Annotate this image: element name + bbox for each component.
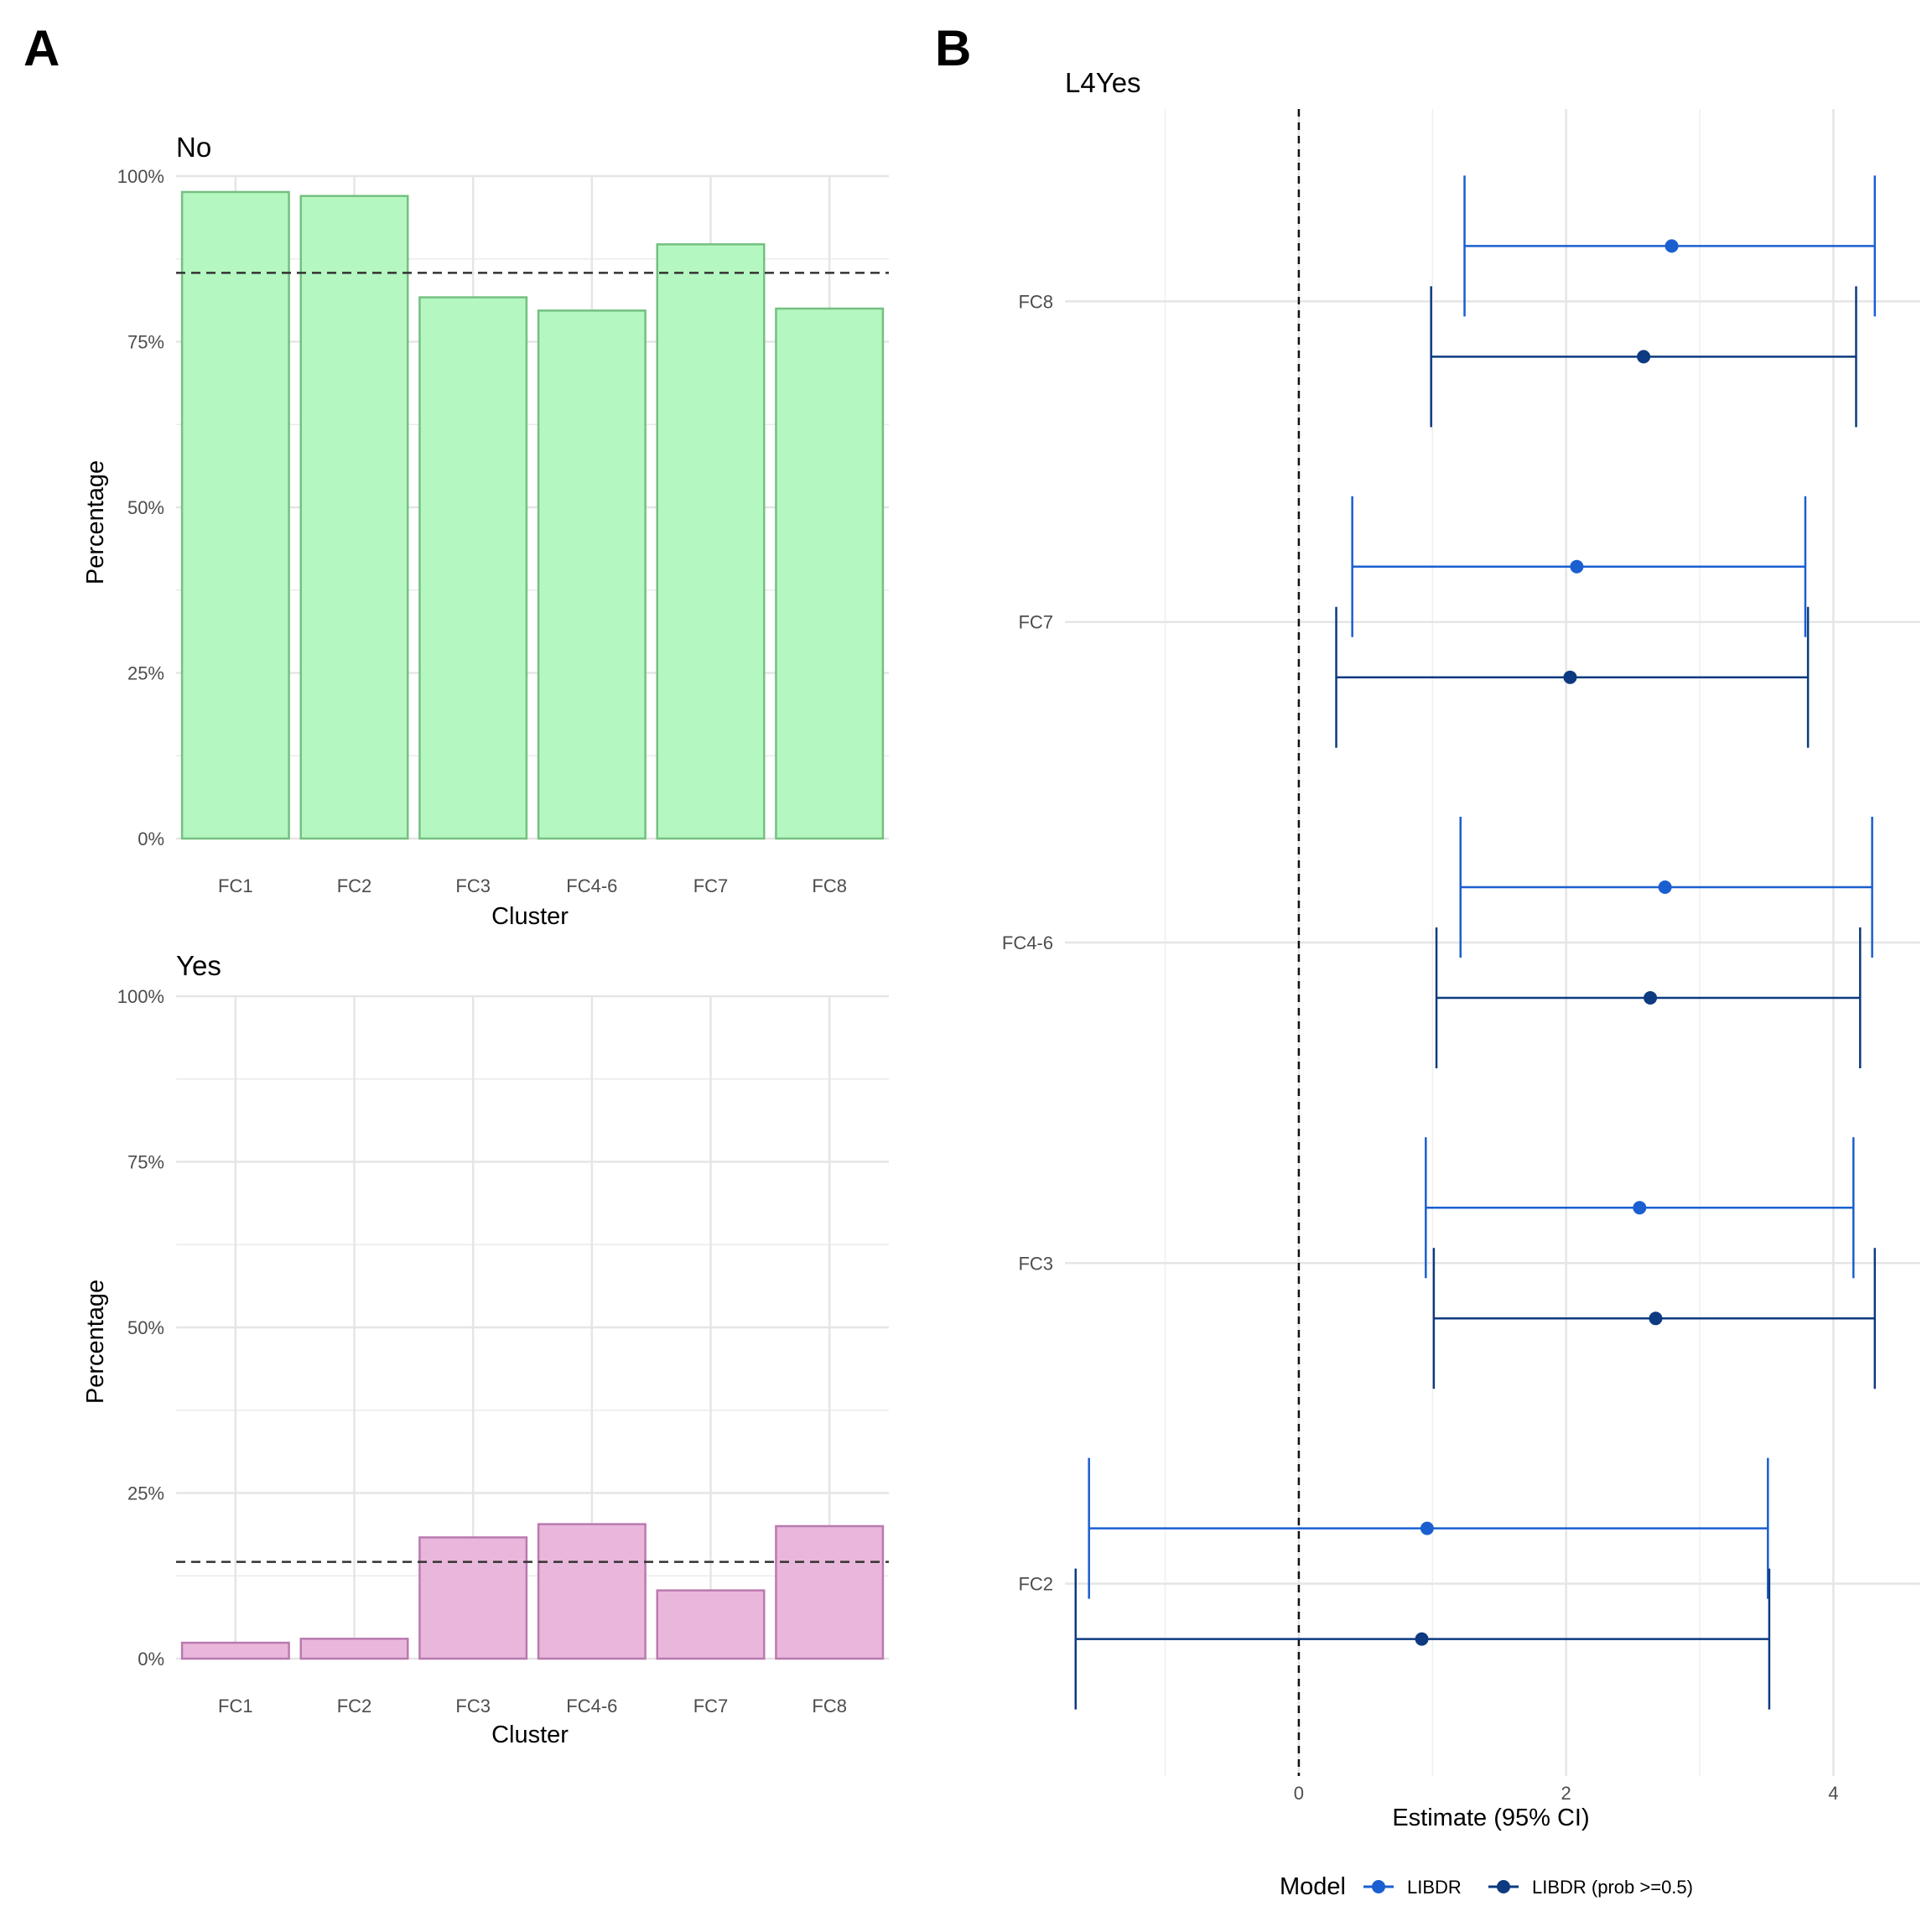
bar (656, 1589, 766, 1660)
y-tick-label: 50% (127, 1317, 164, 1338)
y-tick-label: 25% (127, 1483, 164, 1504)
y-tick-label: FC2 (1018, 1574, 1053, 1595)
ytick-layer: 0% 25% 50% 75% 100% (117, 986, 164, 1670)
y-tick-label: FC4-6 (1002, 932, 1053, 953)
interval-fc4-6-series-0 (1459, 817, 1873, 958)
legend-item-1: LIBDR (prob >=0.5) (1488, 1877, 1693, 1898)
bar (537, 309, 647, 840)
interval-fc2-series-0 (1088, 1457, 1769, 1599)
x-tick-label: FC3 (455, 1696, 491, 1716)
x-tick-label: 2 (1561, 1783, 1571, 1804)
bar (775, 307, 885, 840)
bar-chart-yes: Yes 0% 25% 50% 75% 100% FC1 FC2 FC3 FC4-6 FC7 FC8… (82, 950, 889, 1748)
estimate-point (1649, 1311, 1663, 1326)
x-tick-label: FC2 (337, 1696, 372, 1716)
y-tick-label: 100% (117, 166, 164, 187)
x-tick-label: 4 (1828, 1783, 1838, 1804)
bars-layer (180, 190, 885, 840)
y-axis-title: Percentage (82, 1280, 109, 1404)
chart-title: Yes (176, 950, 221, 981)
legend-key-point (1497, 1880, 1510, 1893)
bar (656, 243, 766, 840)
x-tick-label: FC7 (693, 1696, 729, 1716)
estimate-point (1563, 670, 1577, 684)
estimate-point (1665, 239, 1679, 253)
x-tick-label: FC7 (693, 875, 729, 896)
interval-fc7-series-1 (1335, 606, 1810, 748)
panel-letter-a: A (23, 20, 60, 76)
estimate-point (1637, 350, 1651, 364)
bars-layer (180, 1523, 885, 1660)
estimate-point (1420, 1521, 1434, 1535)
interval-fc8-series-0 (1463, 175, 1877, 317)
x-tick-label: FC8 (812, 1696, 847, 1716)
x-tick-label: 0 (1294, 1783, 1304, 1804)
estimate-point (1633, 1201, 1647, 1215)
chart-title: L4Yes (1065, 67, 1141, 98)
interval-fc2-series-1 (1074, 1568, 1771, 1710)
estimate-point (1644, 991, 1658, 1005)
x-tick-label: FC4-6 (566, 875, 617, 896)
x-tick-label: FC8 (812, 875, 847, 896)
estimate-point (1658, 880, 1672, 894)
y-tick-label: 100% (117, 986, 164, 1007)
x-tick-label: FC1 (218, 1696, 253, 1716)
panel-letter-b: B (935, 20, 971, 76)
series-layer (1074, 175, 1877, 1710)
xtick-layer: FC1 FC2 FC3 FC4-6 FC7 FC8 (218, 1696, 847, 1716)
interval-fc4-6-series-1 (1435, 927, 1862, 1068)
x-tick-label: FC4-6 (566, 1696, 617, 1716)
ytick-layer: 0% 25% 50% 75% 100% (117, 166, 164, 849)
estimate-point (1415, 1632, 1429, 1646)
y-tick-label: 75% (127, 1152, 164, 1173)
forest-plot: L4Yes FC2 FC3 FC4-6 FC7 FC8 0 2 4 Estimate (95… (1002, 67, 1920, 1900)
legend-item-0: LIBDR (1363, 1877, 1462, 1898)
y-tick-label: 75% (127, 332, 164, 353)
bar (537, 1523, 647, 1660)
legend-label: LIBDR (1407, 1877, 1462, 1898)
xtick-layer: 0 2 4 (1294, 1783, 1839, 1804)
y-tick-label: 25% (127, 663, 164, 684)
y-tick-label: FC8 (1018, 291, 1053, 312)
legend: Model LIBDR LIBDR (prob >=0.5) (1280, 1873, 1693, 1900)
y-tick-label: 0% (138, 1649, 164, 1670)
xtick-layer: FC1 FC2 FC3 FC4-6 FC7 FC8 (218, 875, 847, 896)
y-axis-title: Percentage (82, 460, 109, 584)
y-tick-label: 50% (127, 497, 164, 518)
x-axis-title: Cluster (491, 1722, 569, 1748)
interval-fc3-series-1 (1432, 1248, 1877, 1389)
bar (418, 1536, 528, 1660)
grid-layer (1065, 109, 1920, 1776)
interval-fc8-series-1 (1430, 286, 1857, 428)
bar (180, 1641, 290, 1660)
chart-title: No (176, 132, 211, 163)
y-tick-label: 0% (138, 828, 164, 849)
x-axis-title: Estimate (95% CI) (1392, 1805, 1589, 1831)
estimate-point (1570, 559, 1584, 574)
interval-fc7-series-0 (1351, 496, 1807, 637)
x-axis-title: Cluster (491, 903, 569, 930)
legend-label: LIBDR (prob >=0.5) (1532, 1877, 1693, 1898)
legend-title: Model (1280, 1873, 1346, 1900)
legend-items: LIBDR LIBDR (prob >=0.5) (1363, 1877, 1693, 1898)
x-tick-label: FC3 (455, 875, 491, 896)
x-tick-label: FC1 (218, 875, 253, 896)
bar (299, 1638, 409, 1660)
bar-chart-no: No 0%25%50%75%100% FC1 FC2 FC3 FC4-6 FC7 FC8 … (82, 132, 889, 930)
bar (299, 195, 409, 840)
bar (180, 190, 290, 840)
ytick-layer: FC2 FC3 FC4-6 FC7 FC8 (1002, 291, 1053, 1594)
interval-fc3-series-0 (1425, 1137, 1855, 1279)
legend-key-point (1372, 1880, 1385, 1893)
bar (418, 296, 528, 840)
y-tick-label: FC7 (1018, 612, 1053, 633)
bar (775, 1524, 885, 1660)
y-tick-label: FC3 (1018, 1253, 1053, 1274)
x-tick-label: FC2 (337, 875, 372, 896)
